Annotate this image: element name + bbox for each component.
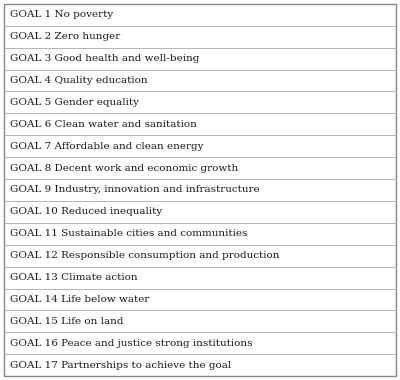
Text: GOAL 9 Industry, innovation and infrastructure: GOAL 9 Industry, innovation and infrastr…: [10, 185, 260, 195]
Text: GOAL 14 Life below water: GOAL 14 Life below water: [10, 295, 149, 304]
Text: GOAL 1 No poverty: GOAL 1 No poverty: [10, 10, 113, 19]
Text: GOAL 2 Zero hunger: GOAL 2 Zero hunger: [10, 32, 120, 41]
Text: GOAL 17 Partnerships to achieve the goal: GOAL 17 Partnerships to achieve the goal: [10, 361, 231, 370]
Text: GOAL 8 Decent work and economic growth: GOAL 8 Decent work and economic growth: [10, 164, 238, 173]
Text: GOAL 3 Good health and well-being: GOAL 3 Good health and well-being: [10, 54, 199, 63]
Text: GOAL 7 Affordable and clean energy: GOAL 7 Affordable and clean energy: [10, 142, 204, 151]
Text: GOAL 13 Climate action: GOAL 13 Climate action: [10, 273, 138, 282]
Text: GOAL 6 Clean water and sanitation: GOAL 6 Clean water and sanitation: [10, 120, 197, 129]
Text: GOAL 16 Peace and justice strong institutions: GOAL 16 Peace and justice strong institu…: [10, 339, 252, 348]
Text: GOAL 4 Quality education: GOAL 4 Quality education: [10, 76, 148, 85]
Text: GOAL 15 Life on land: GOAL 15 Life on land: [10, 317, 124, 326]
Text: GOAL 11 Sustainable cities and communities: GOAL 11 Sustainable cities and communiti…: [10, 229, 247, 238]
Text: GOAL 12 Responsible consumption and production: GOAL 12 Responsible consumption and prod…: [10, 251, 280, 260]
Text: GOAL 5 Gender equality: GOAL 5 Gender equality: [10, 98, 139, 107]
Text: GOAL 10 Reduced inequality: GOAL 10 Reduced inequality: [10, 207, 162, 216]
